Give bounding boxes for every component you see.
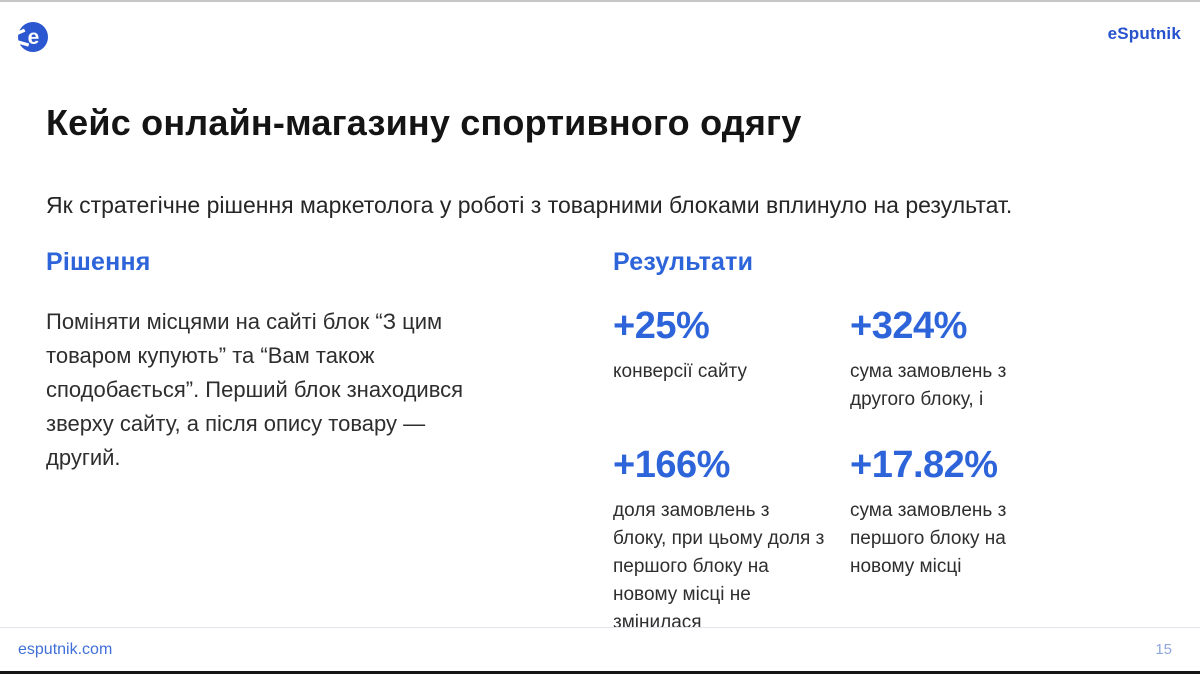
bottom-edge-divider: [0, 671, 1200, 674]
decision-heading: Рішення: [46, 248, 151, 276]
results-heading: Результати: [613, 248, 754, 276]
page-title: Кейс онлайн-магазину спортивного одягу: [46, 102, 802, 144]
metric-label: сума замовлень з другого блоку, і: [850, 361, 1007, 410]
metric-label: сума замовлень з першого блоку на новому…: [850, 500, 1007, 577]
metric-value: +17.82%: [850, 444, 998, 486]
metric-label: конверсії сайту: [613, 361, 747, 382]
decision-body: Поміняти місцями на сайті блок “З цим то…: [46, 309, 464, 470]
decision-column: Рішення Поміняти місцями на сайті блок “…: [46, 248, 506, 475]
top-edge-divider: [0, 0, 1200, 2]
esputnik-logo-icon: e: [14, 21, 49, 53]
metric-value: +166%: [613, 444, 730, 486]
metrics-grid: +25% конверсії сайту +324% сума замовлен…: [613, 305, 1158, 637]
metric-value: +25%: [613, 305, 710, 347]
brand-name: eSputnik: [1107, 24, 1181, 43]
metric-value: +324%: [850, 305, 967, 347]
metric-conversion: +25% конверсії сайту: [613, 305, 828, 386]
metric-second-block-sum: +324% сума замовлень з другого блоку, і: [850, 305, 1065, 414]
footer: esputnik.com 15: [0, 627, 1200, 671]
results-column: Результати +25% конверсії сайту +324% су…: [613, 248, 1158, 637]
subtitle: Як стратегічне рішення маркетолога у роб…: [46, 192, 1013, 218]
metric-orders-share: +166% доля замовлень з блоку, при цьому …: [613, 444, 828, 637]
svg-text:e: e: [28, 26, 40, 49]
metric-first-block-sum: +17.82% сума замовлень з першого блоку н…: [850, 444, 1065, 581]
metric-label: доля замовлень з блоку, при цьому доля з…: [613, 500, 825, 633]
page-number: 15: [1155, 641, 1172, 658]
footer-site-link[interactable]: esputnik.com: [18, 640, 113, 658]
